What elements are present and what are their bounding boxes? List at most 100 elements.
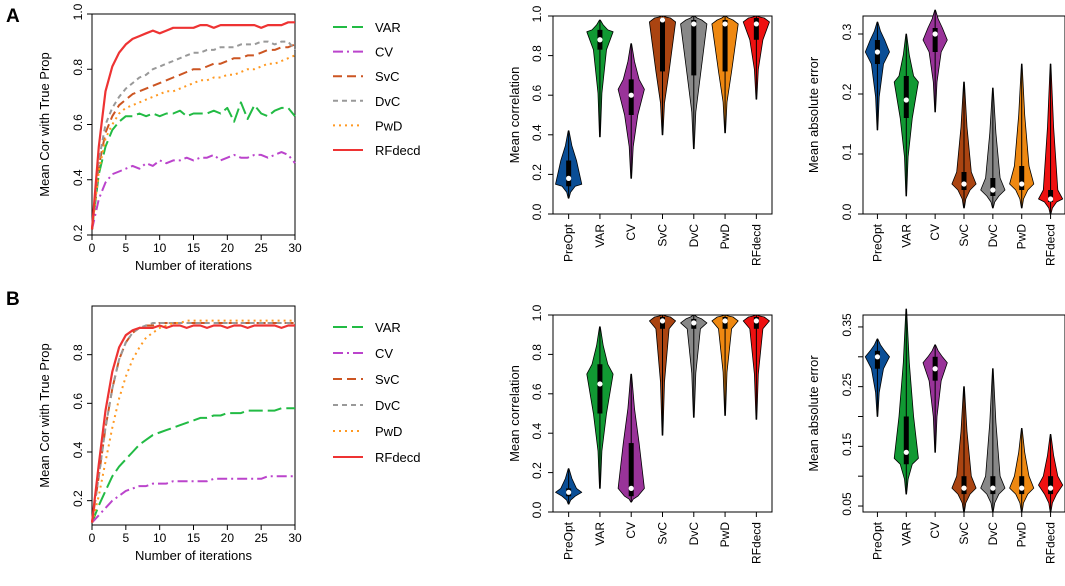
x-tick-label: 15 <box>187 241 201 255</box>
y-tick-label: 0.35 <box>840 313 854 337</box>
violin-median-dot <box>874 49 881 55</box>
category-label: CV <box>624 522 638 539</box>
y-tick-label: 1.0 <box>530 5 544 22</box>
category-label: DvC <box>986 224 1000 248</box>
legend-label-dvc: DvC <box>375 398 400 413</box>
legend-label-pwd: PwD <box>375 424 402 439</box>
y-tick-label: 0.2 <box>71 490 85 507</box>
y-tick-label: 0.0 <box>530 203 544 220</box>
x-axis-label: Number of iterations <box>135 548 253 563</box>
violin-median-dot <box>597 37 603 43</box>
category-label: PwD <box>1015 224 1029 250</box>
violin-abs-error-b: 0.05 0.15 0.25 0.35 Mean absolute error PreOp… <box>806 308 1065 564</box>
violin-iqr-box <box>1019 166 1025 190</box>
category-label: RFdecd <box>749 224 763 266</box>
y-tick-label: 0.15 <box>840 432 854 456</box>
violin-median-dot <box>566 489 572 495</box>
y-tick-label: 0.4 <box>530 124 544 141</box>
violin-median-dot <box>1047 485 1054 491</box>
y-tick-label: 0.8 <box>530 344 544 361</box>
category-label: PreOpt <box>870 223 884 262</box>
category-label: PreOpt <box>562 223 576 262</box>
violin-median-dot <box>566 175 572 181</box>
y-tick-label: 0.8 <box>71 344 85 361</box>
violin-median-dot <box>1019 181 1025 187</box>
category-label: SvC <box>957 224 971 247</box>
violin-median-dot <box>722 21 728 27</box>
y-tick-label: 0.25 <box>840 373 854 397</box>
y-tick-label: 1.0 <box>530 304 544 321</box>
y-tick-label: 1.0 <box>71 3 85 20</box>
legend-label-rfdecd: RFdecd <box>375 143 421 158</box>
x-tick-label: 10 <box>153 241 167 255</box>
y-tick-label: 0.6 <box>71 393 85 410</box>
violin-iqr-box <box>722 19 728 72</box>
y-tick-label: 0.0 <box>530 501 544 518</box>
y-tick-label: 0.05 <box>840 492 854 516</box>
category-label: SvC <box>656 522 670 545</box>
category-label: RFdecd <box>1044 224 1058 266</box>
violin-median-dot <box>628 92 634 98</box>
violin-median-dot <box>903 97 909 103</box>
category-label: CV <box>928 224 942 241</box>
category-label: CV <box>928 522 942 539</box>
y-axis-label: Mean Cor with True Prop <box>37 343 52 488</box>
category-label: VAR <box>899 224 913 248</box>
legend-a: VAR CV SvC DvC PwD RFdecd <box>333 20 421 158</box>
y-tick-label: 0.2 <box>71 224 85 241</box>
legend-label-var: VAR <box>375 320 401 335</box>
violin-correlation-b: 0.0 0.2 0.4 0.6 0.8 1.0 Mean correlation PreOpt… <box>507 304 773 564</box>
y-tick-label: 0.2 <box>530 462 544 479</box>
violin-median-dot <box>628 485 634 491</box>
violin-iqr-box <box>566 160 572 187</box>
violin-iqr-box <box>932 28 938 52</box>
violin-median-dot <box>1019 485 1025 491</box>
category-label: RFdecd <box>749 522 763 564</box>
category-label: RFdecd <box>1044 522 1058 564</box>
violin-median-dot <box>722 318 728 324</box>
y-tick-label: 0.0 <box>840 203 854 220</box>
line-chart-a: 0 5 10 15 20 25 30 0.2 0.4 0.6 0.8 1.0 Number of ite… <box>37 3 302 273</box>
category-label: SvC <box>957 522 971 545</box>
violin-iqr-box <box>597 364 603 414</box>
y-tick-label: 0.2 <box>840 83 854 100</box>
legend-label-dvc: DvC <box>375 94 400 109</box>
series-line-rfdecd <box>90 324 295 523</box>
legend-label-rfdecd: RFdecd <box>375 450 421 465</box>
legend-label-pwd: PwD <box>375 118 402 133</box>
y-tick-label: 0.2 <box>530 164 544 181</box>
y-tick-label: 0.3 <box>840 23 854 40</box>
series-line-pwd <box>91 319 295 523</box>
y-tick-label: 0.6 <box>530 85 544 102</box>
series-line-cv <box>91 475 295 524</box>
violin-iqr-box <box>903 76 909 118</box>
x-tick-label: 20 <box>221 531 235 545</box>
x-tick-label: 30 <box>288 531 302 545</box>
violin-iqr-box <box>1019 476 1025 495</box>
violin-median-dot <box>932 31 938 37</box>
series-line-pwd <box>91 54 296 230</box>
category-label: PreOpt <box>870 521 884 560</box>
violin-median-dot <box>753 21 759 27</box>
category-label: VAR <box>593 522 607 546</box>
y-axis-label: Mean absolute error <box>806 355 821 472</box>
y-tick-label: 0.8 <box>530 45 544 62</box>
legend-label-cv: CV <box>375 346 393 361</box>
x-tick-label: 5 <box>122 531 129 545</box>
legend-label-svc: SvC <box>375 69 400 84</box>
violin-median-dot <box>990 485 996 491</box>
category-label: PwD <box>718 522 732 548</box>
series-line-svc <box>91 43 296 230</box>
violin-median-dot <box>903 449 909 455</box>
violin-iqr-box <box>1048 190 1054 202</box>
series-line-dvc <box>91 40 296 230</box>
violin-iqr-box <box>753 17 759 40</box>
y-axis-label: Mean correlation <box>507 67 522 164</box>
category-label: DvC <box>687 224 701 248</box>
violin-iqr-box <box>961 172 967 190</box>
x-tick-label: 10 <box>153 531 167 545</box>
y-tick-label: 0.4 <box>530 423 544 440</box>
series-line-dvc <box>91 322 295 523</box>
legend-label-cv: CV <box>375 45 393 60</box>
